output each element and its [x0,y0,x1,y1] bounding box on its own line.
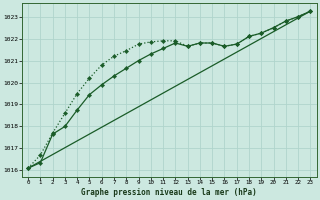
X-axis label: Graphe pression niveau de la mer (hPa): Graphe pression niveau de la mer (hPa) [81,188,257,197]
